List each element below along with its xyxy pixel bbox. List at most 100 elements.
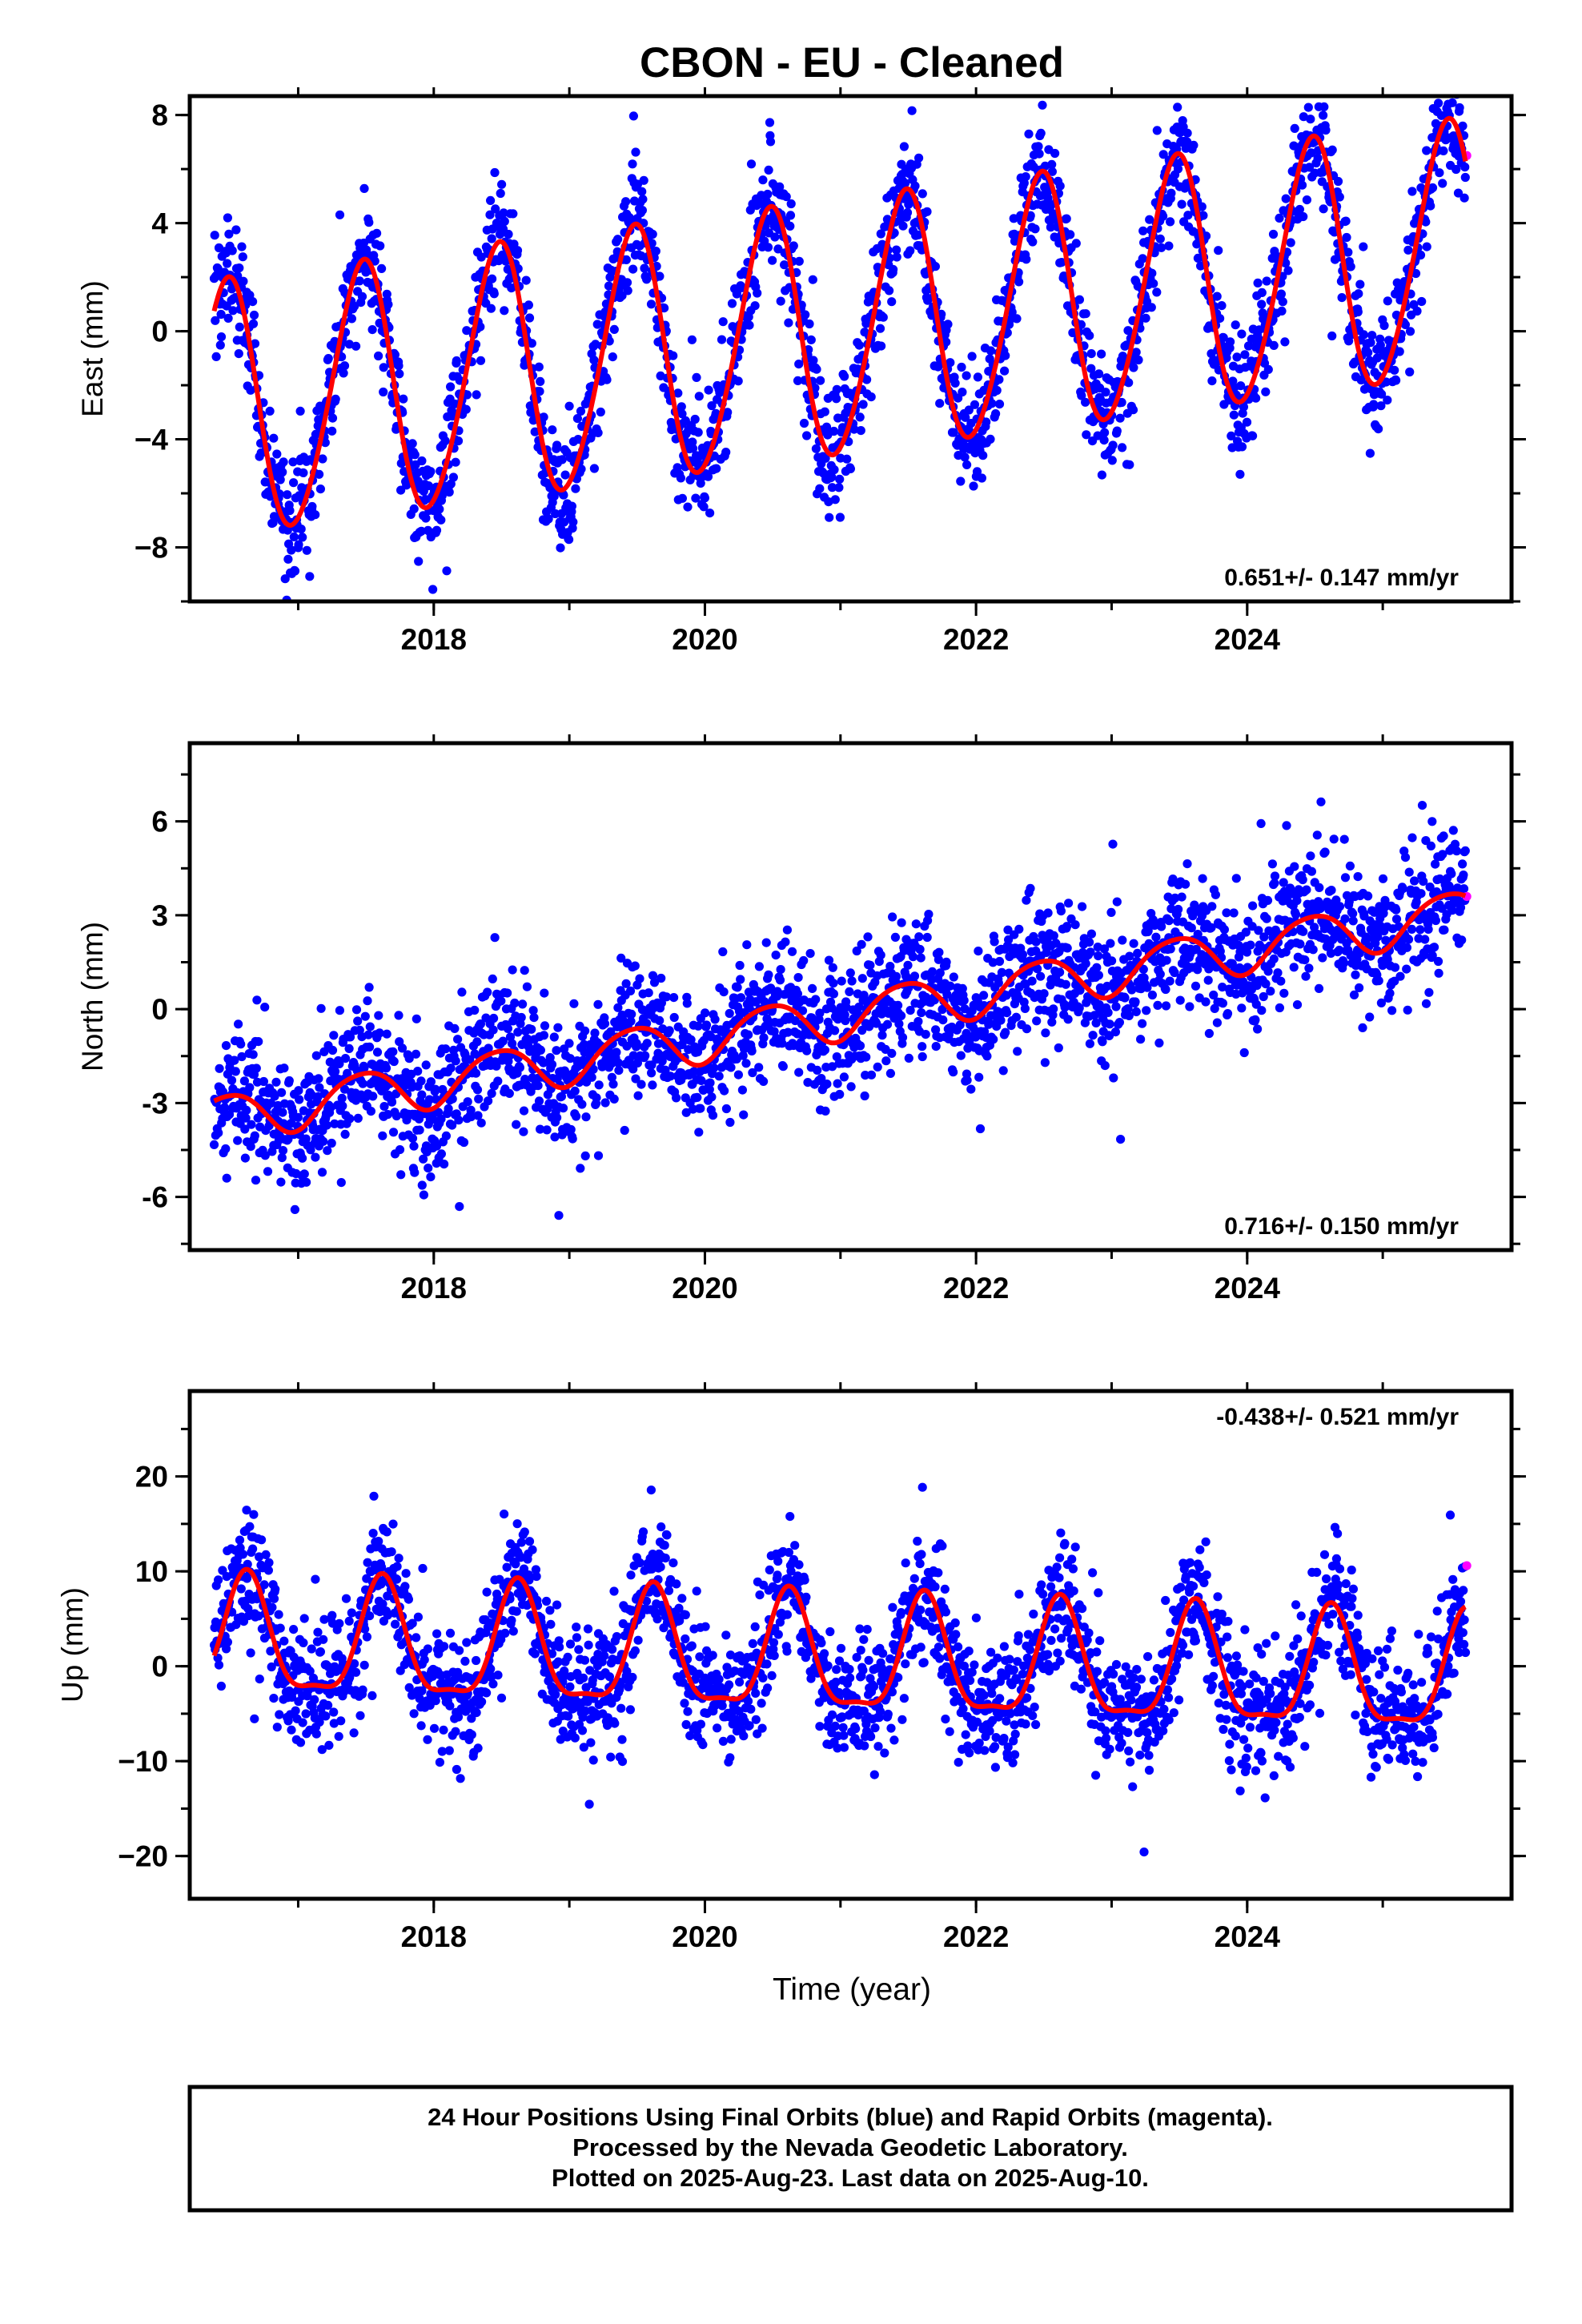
north-data-point (351, 1005, 362, 1015)
east-data-point (552, 440, 562, 450)
north-data-point (409, 1141, 419, 1151)
east-data-point (1286, 238, 1295, 247)
north-data-point (484, 1096, 493, 1106)
north-data-point (897, 1032, 908, 1043)
north-data-point (1315, 883, 1324, 892)
north-data-point (343, 1068, 352, 1078)
north-data-point (959, 995, 969, 1005)
east-data-point (1372, 353, 1382, 363)
east-data-point (1034, 149, 1044, 159)
east-data-point (1028, 237, 1038, 247)
north-data-point (649, 978, 660, 987)
east-data-point (637, 206, 648, 215)
north-data-point (613, 1058, 623, 1068)
north-data-point (576, 1164, 585, 1173)
east-data-point (758, 175, 768, 185)
east-data-point (1173, 164, 1183, 174)
north-data-point (1270, 879, 1279, 888)
north-data-point (440, 1160, 449, 1169)
north-data-point (705, 1084, 714, 1095)
north-data-point (828, 963, 837, 972)
north-data-point (1237, 1003, 1247, 1013)
north-data-point (1039, 989, 1049, 999)
north-data-point (277, 1088, 287, 1097)
east-data-point (1263, 364, 1273, 374)
north-data-point (484, 1043, 493, 1053)
east-data-point (1395, 347, 1404, 356)
east-data-point (1166, 217, 1175, 227)
north-data-point (632, 1039, 641, 1048)
east-data-point (765, 137, 776, 147)
east-data-point (1081, 309, 1090, 319)
east-data-point (1030, 224, 1040, 234)
north-data-point (1018, 950, 1027, 959)
east-data-point (307, 501, 317, 512)
north-data-point (1041, 1028, 1050, 1038)
east-data-point (733, 376, 743, 386)
north-data-point (1374, 976, 1383, 986)
up-data-point (214, 1660, 224, 1670)
north-data-point (721, 1104, 732, 1114)
north-data-point (891, 971, 901, 981)
north-data-point (988, 958, 998, 967)
east-data-point (428, 585, 438, 594)
east-data-point (746, 159, 757, 169)
north-data-point (1207, 902, 1217, 911)
north-data-point (1416, 889, 1426, 899)
north-data-point (735, 960, 745, 971)
north-data-point (877, 1031, 887, 1040)
north-data-point (419, 1190, 429, 1200)
north-data-point (739, 1044, 749, 1054)
east-data-point (1129, 363, 1138, 372)
north-data-point (656, 973, 666, 983)
east-data-point (876, 229, 885, 239)
east-data-point (1458, 121, 1468, 131)
east-data-point (490, 167, 500, 178)
east-data-point (794, 360, 804, 369)
east-data-point (1400, 320, 1410, 329)
north-data-point (612, 1047, 621, 1057)
north-data-point (565, 1054, 575, 1063)
north-data-point (1166, 944, 1175, 954)
north-data-point (905, 1006, 915, 1015)
north-data-point (322, 1120, 331, 1130)
east-data-point (448, 472, 459, 482)
east-data-point (1255, 325, 1264, 335)
east-final-orbit-points (209, 96, 1470, 601)
north-data-point (636, 1080, 646, 1089)
east-data-point (374, 351, 383, 361)
east-data-point (1447, 98, 1457, 107)
north-data-point (498, 1036, 508, 1046)
east-data-point (1227, 431, 1236, 441)
north-data-point (625, 986, 636, 995)
east-data-point (613, 235, 623, 244)
north-data-point (1218, 999, 1227, 1008)
east-data-point (1038, 100, 1047, 110)
east-data-point (235, 263, 244, 273)
east-data-point (609, 324, 619, 334)
north-data-point (1112, 897, 1122, 907)
north-data-point (592, 1093, 601, 1103)
north-data-point (694, 1128, 704, 1137)
east-y-axis-label: East (mm) (76, 280, 109, 417)
east-data-point (265, 406, 275, 416)
north-data-point (606, 1027, 616, 1036)
north-data-point (1456, 903, 1466, 912)
north-data-point (250, 1131, 259, 1140)
east-data-point (1359, 330, 1368, 340)
east-data-point (776, 296, 785, 306)
east-data-point (910, 181, 920, 191)
north-data-point (259, 1076, 268, 1087)
north-data-point (1339, 958, 1349, 967)
north-data-point (570, 1086, 580, 1096)
east-data-point (1141, 313, 1150, 323)
east-data-point (350, 301, 359, 311)
north-data-point (242, 1105, 251, 1115)
east-data-point (1375, 340, 1385, 350)
east-data-point (1417, 296, 1427, 307)
north-data-point (483, 987, 492, 997)
north-y-axis-label: North (mm) (76, 922, 109, 1072)
east-data-point (485, 210, 495, 219)
north-data-point (1298, 875, 1307, 885)
north-data-point (1400, 853, 1411, 862)
